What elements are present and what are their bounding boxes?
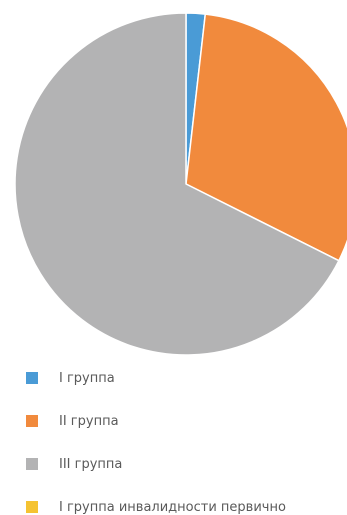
pie-slice-group-3 (14, 12, 340, 356)
legend-swatch-group-1 (26, 372, 38, 384)
legend-item-group-1-primary: I группа инвалидности первично (26, 499, 286, 515)
legend-label-group-2: II группа (59, 413, 119, 429)
pie-chart (14, 12, 347, 356)
chart-legend: I группа II группа III группа I группа и… (26, 370, 286, 515)
legend-swatch-group-1-primary (26, 501, 38, 513)
legend-swatch-group-2 (26, 415, 38, 427)
legend-item-group-3: III группа (26, 456, 286, 472)
legend-item-group-2: II группа (26, 413, 286, 429)
legend-swatch-group-3 (26, 458, 38, 470)
legend-label-group-3: III группа (59, 456, 123, 472)
legend-item-group-1: I группа (26, 370, 286, 386)
legend-label-group-1-primary: I группа инвалидности первично (59, 499, 286, 515)
pie-slice-group-2 (185, 13, 347, 262)
legend-label-group-1: I группа (59, 370, 115, 386)
